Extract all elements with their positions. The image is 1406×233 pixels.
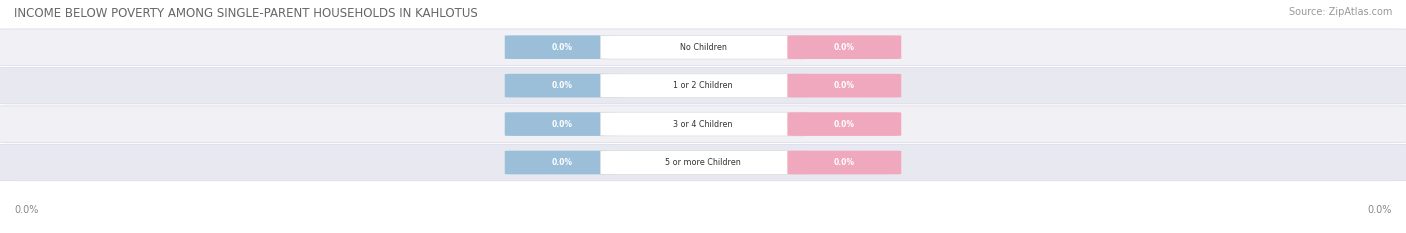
Text: 1 or 2 Children: 1 or 2 Children (673, 81, 733, 90)
Text: 0.0%: 0.0% (834, 158, 855, 167)
Text: No Children: No Children (679, 43, 727, 52)
Text: 5 or more Children: 5 or more Children (665, 158, 741, 167)
FancyBboxPatch shape (600, 74, 806, 97)
Text: INCOME BELOW POVERTY AMONG SINGLE-PARENT HOUSEHOLDS IN KAHLOTUS: INCOME BELOW POVERTY AMONG SINGLE-PARENT… (14, 7, 478, 20)
Text: 0.0%: 0.0% (834, 43, 855, 52)
Text: 0.0%: 0.0% (1368, 205, 1392, 215)
Text: 0.0%: 0.0% (834, 120, 855, 129)
Text: 0.0%: 0.0% (551, 81, 572, 90)
FancyBboxPatch shape (505, 151, 619, 174)
FancyBboxPatch shape (0, 144, 1406, 181)
Text: 0.0%: 0.0% (14, 205, 38, 215)
FancyBboxPatch shape (787, 151, 901, 174)
FancyBboxPatch shape (600, 151, 806, 174)
Text: 0.0%: 0.0% (551, 120, 572, 129)
Text: 0.0%: 0.0% (551, 158, 572, 167)
FancyBboxPatch shape (505, 74, 619, 97)
Text: Source: ZipAtlas.com: Source: ZipAtlas.com (1288, 7, 1392, 17)
FancyBboxPatch shape (0, 29, 1406, 65)
Text: 0.0%: 0.0% (834, 81, 855, 90)
Text: 0.0%: 0.0% (551, 43, 572, 52)
FancyBboxPatch shape (505, 112, 619, 136)
FancyBboxPatch shape (787, 74, 901, 97)
FancyBboxPatch shape (787, 35, 901, 59)
FancyBboxPatch shape (505, 35, 619, 59)
FancyBboxPatch shape (0, 106, 1406, 142)
FancyBboxPatch shape (787, 112, 901, 136)
FancyBboxPatch shape (0, 67, 1406, 104)
FancyBboxPatch shape (600, 112, 806, 136)
Text: 3 or 4 Children: 3 or 4 Children (673, 120, 733, 129)
FancyBboxPatch shape (600, 35, 806, 59)
